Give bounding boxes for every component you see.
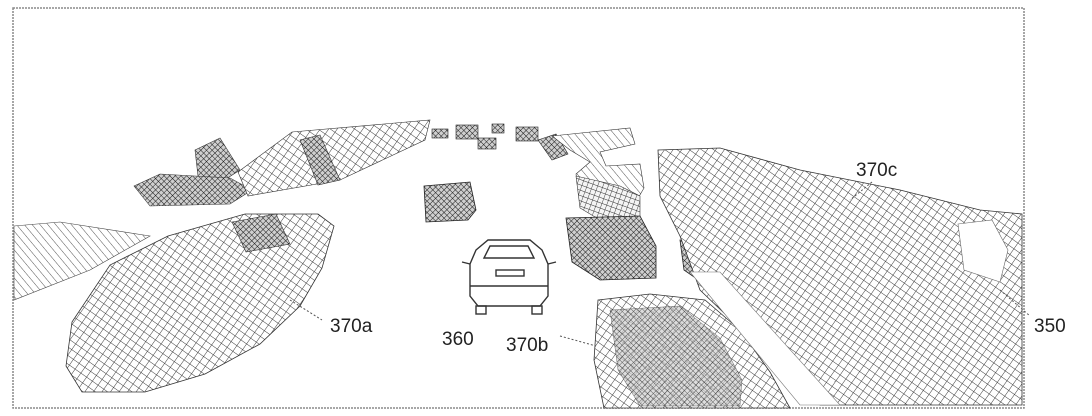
- leader-350: [999, 289, 1031, 317]
- mid-right-vehicle-1: [565, 215, 657, 281]
- object-370c-cutout: [957, 219, 1009, 283]
- far-car-6: [537, 133, 569, 161]
- far-car-4: [491, 123, 505, 134]
- object-370b-shade: [609, 305, 743, 407]
- label-370c: 370c: [856, 160, 897, 181]
- left-far-mesh: [13, 221, 151, 301]
- far-car-3: [477, 137, 497, 150]
- object-370a-mesh: [65, 213, 335, 393]
- ego-vehicle-360: [461, 239, 557, 315]
- left-wall-mesh: [237, 119, 431, 197]
- far-car-5: [515, 126, 539, 142]
- left-wall-edge: [299, 134, 341, 186]
- label-370a: 370a: [330, 316, 373, 337]
- road-edge-stripe: [689, 271, 841, 406]
- label-360: 360: [442, 329, 474, 350]
- mid-road-vehicle: [423, 181, 477, 223]
- far-car-2: [455, 124, 479, 140]
- far-car-1: [431, 128, 449, 139]
- object-370a-roof: [231, 213, 291, 253]
- leader-370c: [849, 181, 873, 201]
- label-370b: 370b: [506, 335, 548, 356]
- label-350: 350: [1034, 316, 1066, 337]
